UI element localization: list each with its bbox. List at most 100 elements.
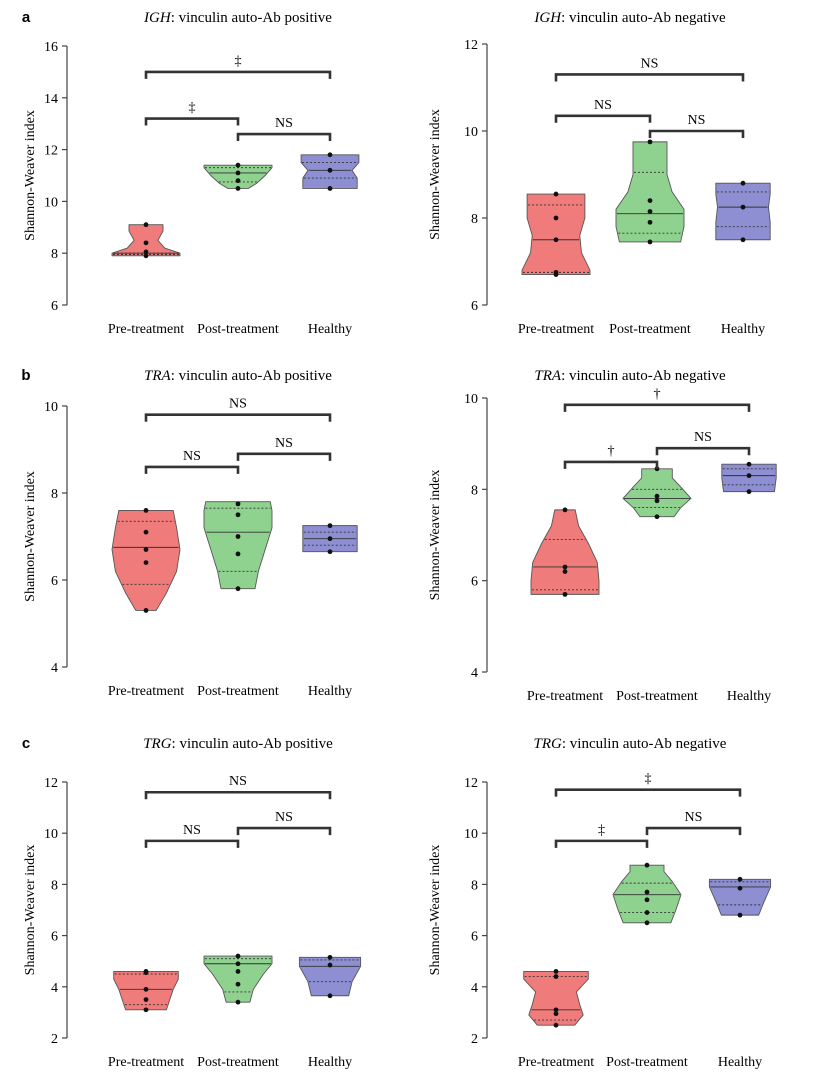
data-point xyxy=(644,910,650,915)
significance-bracket xyxy=(655,446,751,456)
data-point xyxy=(235,186,241,191)
x-category-label: Post-treatment xyxy=(197,1055,279,1070)
x-category-label: Pre-treatment xyxy=(518,1055,594,1070)
title-rest: : vinculin auto-Ab negative xyxy=(562,736,727,752)
data-point xyxy=(235,953,241,959)
y-axis-label: Shannon-Weaver index xyxy=(23,845,38,976)
significance-bracket xyxy=(554,114,652,123)
significance-label: NS xyxy=(183,823,201,838)
data-point xyxy=(143,997,149,1002)
violin-shape xyxy=(715,182,771,241)
data-point xyxy=(644,920,650,926)
panel-letter: c xyxy=(22,735,30,752)
data-point xyxy=(740,180,746,186)
data-point xyxy=(235,501,241,507)
y-tick-label: 4 xyxy=(51,661,58,676)
data-point xyxy=(746,461,752,467)
chart-panel-1: a IGH: vinculin auto-Ab positive 6 8 10 12 14 1… xyxy=(22,9,360,337)
data-point xyxy=(235,586,241,592)
data-point xyxy=(143,560,149,565)
significance-bracket xyxy=(144,839,240,848)
y-tick-label: 6 xyxy=(51,574,58,589)
chart-panel-5: c TRG: vinculin auto-Ab positive 2 4 6 8 10 12 S… xyxy=(22,735,362,1070)
significance-label: ‡ xyxy=(189,101,196,116)
x-category-label: Healthy xyxy=(721,322,765,337)
y-tick-label: 6 xyxy=(51,930,58,945)
data-point xyxy=(647,219,653,225)
x-category-label: Post-treatment xyxy=(197,322,279,337)
data-point xyxy=(327,549,333,555)
chart-panel-4: TRA: vinculin auto-Ab negative 4 6 8 10 Shann… xyxy=(428,368,777,704)
significance-bracket xyxy=(648,129,745,138)
y-tick-label: 12 xyxy=(44,144,58,159)
data-point xyxy=(553,1011,559,1017)
data-point xyxy=(562,507,568,513)
data-point xyxy=(647,139,653,145)
data-point xyxy=(143,253,149,259)
y-tick-label: 12 xyxy=(44,776,58,791)
data-point xyxy=(327,536,333,542)
significance-label: NS xyxy=(275,810,293,825)
y-tick-label: 16 xyxy=(44,40,58,55)
significance-label: NS xyxy=(594,98,612,113)
data-point xyxy=(737,885,743,891)
significance-label: NS xyxy=(685,810,703,825)
data-point xyxy=(143,970,149,976)
title-rest: : vinculin auto-Ab positive xyxy=(171,10,333,26)
violin-shape xyxy=(203,501,273,590)
significance-bracket xyxy=(236,826,332,836)
data-point xyxy=(644,897,650,903)
data-point xyxy=(654,493,660,499)
data-point xyxy=(740,204,746,210)
data-point xyxy=(143,529,149,535)
violin-shape xyxy=(523,970,589,1026)
significance-label: ‡ xyxy=(235,54,242,69)
data-point xyxy=(553,974,559,979)
data-point xyxy=(327,186,333,191)
violin-shape xyxy=(298,956,362,997)
significance-bracket xyxy=(554,839,649,848)
significance-bracket xyxy=(554,788,742,797)
data-point xyxy=(143,547,149,552)
y-tick-label: 8 xyxy=(471,878,478,893)
x-category-label: Healthy xyxy=(308,322,352,337)
title-rest: : vinculin auto-Ab negative xyxy=(561,368,726,384)
y-tick-label: 2 xyxy=(471,1032,478,1047)
data-point xyxy=(553,237,559,243)
y-tick-label: 8 xyxy=(51,247,58,262)
data-point xyxy=(327,152,333,158)
y-tick-label: 10 xyxy=(464,392,478,407)
title-rest: : vinculin auto-Ab positive xyxy=(171,368,333,384)
significance-label: † xyxy=(654,387,661,402)
chart-panel-3: b TRA: vinculin auto-Ab positive 4 6 8 10 Shan… xyxy=(21,367,358,699)
data-point xyxy=(143,508,149,513)
x-category-label: Healthy xyxy=(718,1055,762,1070)
chart-panel-2: IGH: vinculin auto-Ab negative 6 8 10 12 Shan… xyxy=(428,10,771,337)
y-tick-label: 8 xyxy=(471,483,478,498)
data-point xyxy=(647,209,653,214)
significance-label: † xyxy=(608,444,615,459)
chart-title: TRG: vinculin auto-Ab positive xyxy=(143,736,333,752)
violin-shape xyxy=(203,955,273,1003)
y-tick-label: 8 xyxy=(51,878,58,893)
significance-bracket xyxy=(144,465,240,474)
title-gene: TRA xyxy=(144,368,172,384)
data-point xyxy=(327,523,333,529)
y-tick-label: 10 xyxy=(464,125,478,140)
x-category-label: Healthy xyxy=(308,1055,352,1070)
title-gene: IGH xyxy=(533,10,562,26)
data-point xyxy=(327,167,333,173)
significance-label: NS xyxy=(688,113,706,128)
data-point xyxy=(235,162,241,168)
panel-letter: b xyxy=(21,367,30,384)
x-category-label: Pre-treatment xyxy=(108,322,184,337)
x-category-label: Post-treatment xyxy=(609,322,691,337)
y-tick-label: 10 xyxy=(44,400,58,415)
data-point xyxy=(553,215,559,221)
data-point xyxy=(562,564,568,570)
y-tick-label: 6 xyxy=(471,299,478,314)
y-tick-label: 10 xyxy=(464,827,478,842)
title-rest: : vinculin auto-Ab negative xyxy=(561,10,726,26)
data-point xyxy=(654,514,660,520)
data-point xyxy=(143,249,149,255)
